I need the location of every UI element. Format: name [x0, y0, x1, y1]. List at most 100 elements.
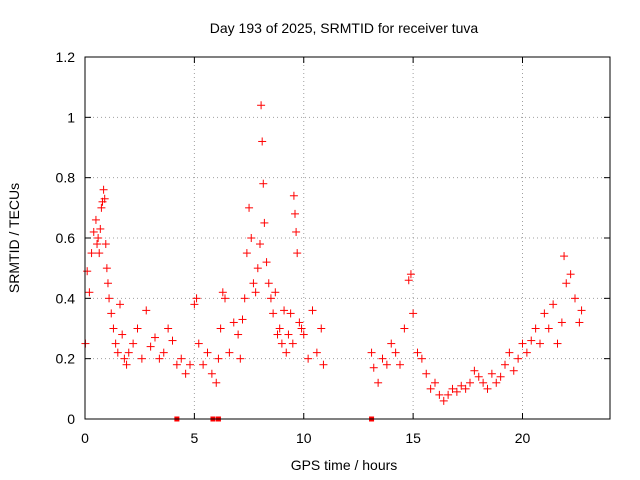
data-points — [81, 101, 586, 422]
data-point — [293, 249, 302, 258]
data-point — [404, 276, 413, 285]
data-point — [155, 354, 164, 363]
data-point — [118, 330, 127, 339]
axis-ticks: 0 0.2 0.4 0.6 0.8 1 1.2 0 5 10 15 20 — [56, 49, 610, 446]
data-point — [514, 354, 523, 363]
data-point — [159, 348, 168, 357]
x-axis-label: GPS time / hours — [291, 457, 398, 473]
data-point — [295, 318, 304, 327]
data-point — [124, 348, 133, 357]
data-point — [89, 227, 98, 236]
y-axis-label: SRMTID / TECUs — [6, 183, 22, 293]
data-point — [168, 336, 177, 345]
data-point — [146, 342, 155, 351]
data-point — [382, 360, 391, 369]
data-point — [91, 215, 100, 224]
data-point — [151, 333, 159, 342]
data-point — [282, 348, 291, 357]
data-point — [164, 324, 173, 333]
data-point — [264, 279, 273, 288]
data-point — [107, 309, 116, 318]
data-point — [396, 360, 404, 369]
data-point — [258, 137, 267, 146]
data-point — [501, 360, 509, 369]
data-point — [457, 381, 466, 390]
x-tick-label: 0 — [81, 430, 89, 446]
data-point — [177, 354, 186, 363]
data-point — [212, 378, 221, 387]
data-point — [505, 348, 514, 357]
data-point — [102, 264, 111, 273]
y-tick-label: 0 — [67, 411, 75, 427]
data-point — [216, 324, 225, 333]
data-point — [225, 348, 234, 357]
y-tick-label: 0.6 — [56, 230, 76, 246]
plot-frame — [84, 56, 611, 420]
data-point — [142, 306, 151, 315]
data-point — [234, 330, 243, 339]
data-point — [105, 294, 114, 303]
data-point — [549, 300, 558, 309]
data-point — [103, 279, 112, 288]
data-point — [571, 294, 579, 303]
data-point — [422, 369, 431, 378]
data-point — [257, 101, 266, 110]
data-point — [509, 366, 518, 375]
data-point — [391, 348, 400, 357]
y-tick-label: 1.2 — [56, 49, 76, 65]
data-point — [544, 324, 553, 333]
x-tick-label: 15 — [405, 430, 421, 446]
data-point — [575, 318, 584, 327]
data-point — [247, 234, 256, 242]
data-point — [518, 339, 527, 348]
data-point — [308, 306, 317, 315]
data-point — [426, 384, 435, 393]
data-point — [297, 324, 306, 333]
data-point — [95, 249, 104, 258]
data-point — [444, 390, 453, 399]
data-point — [553, 339, 562, 348]
data-point — [181, 369, 190, 378]
data-point — [260, 218, 269, 227]
y-tick-label: 0.4 — [56, 290, 76, 306]
data-point — [137, 354, 146, 363]
data-point — [229, 318, 238, 327]
data-point — [367, 348, 376, 357]
data-point — [496, 372, 505, 381]
y-tick-label: 1 — [67, 109, 75, 125]
data-point — [291, 209, 299, 218]
data-point — [275, 324, 284, 333]
data-point — [271, 288, 280, 297]
data-point — [113, 348, 122, 357]
data-point — [470, 366, 479, 375]
data-point — [238, 315, 247, 324]
data-point — [101, 240, 110, 249]
data-point — [288, 339, 297, 348]
data-point — [406, 270, 415, 279]
data-point — [203, 348, 212, 357]
data-point — [536, 339, 544, 348]
data-point — [299, 330, 308, 339]
data-point — [284, 330, 293, 339]
data-point — [317, 324, 326, 333]
data-point — [280, 306, 289, 315]
data-point — [277, 339, 286, 348]
data-point — [312, 348, 321, 357]
data-point — [560, 252, 569, 261]
data-point — [431, 378, 439, 387]
data-point — [527, 336, 536, 345]
data-point — [566, 270, 575, 279]
data-point — [87, 249, 96, 258]
data-point — [492, 378, 501, 387]
data-point — [100, 194, 109, 203]
data-point — [522, 348, 531, 357]
data-point — [273, 330, 282, 339]
data-point — [286, 309, 295, 318]
data-point — [259, 179, 268, 188]
data-point — [448, 384, 457, 393]
data-point — [540, 309, 549, 318]
data-point — [439, 396, 448, 405]
grid-lines — [85, 57, 610, 419]
data-point — [240, 294, 249, 303]
